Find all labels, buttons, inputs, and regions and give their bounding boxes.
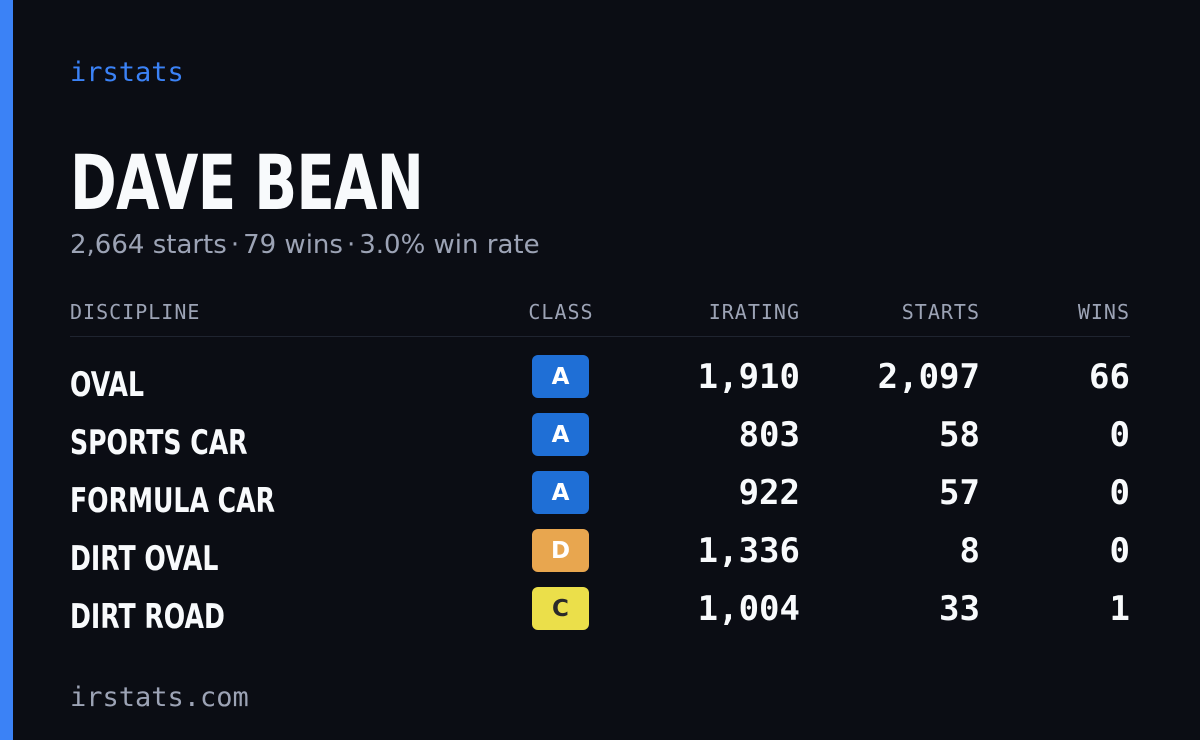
class-badge: C (532, 587, 589, 630)
win-rate: 3.0% win rate (359, 230, 540, 260)
column-header-wins: WINS (1077, 300, 1130, 324)
driver-name: DAVE BEAN (70, 138, 424, 227)
discipline-name: OVAL (70, 365, 144, 405)
total-wins: 79 wins (243, 230, 343, 260)
wins-value: 0 (1109, 531, 1130, 571)
total-starts: 2,664 starts (70, 230, 227, 260)
table-body: OVAL A 1,910 2,097 66 SPORTS CAR A 803 5… (70, 351, 1130, 641)
discipline-name: FORMULA CAR (70, 481, 275, 521)
starts-value: 58 (939, 415, 980, 455)
footer-url: irstats.com (70, 682, 249, 713)
brand-logo-text: irstats (70, 57, 184, 88)
table-row: DIRT ROAD C 1,004 33 1 (70, 583, 1130, 641)
starts-value: 57 (939, 473, 980, 513)
irating-value: 1,910 (697, 357, 800, 397)
discipline-name: DIRT OVAL (70, 539, 219, 579)
accent-bar (0, 0, 13, 740)
table-row: OVAL A 1,910 2,097 66 (70, 351, 1130, 409)
column-header-discipline: DISCIPLINE (70, 300, 201, 324)
driver-summary: 2,664 starts · 79 wins · 3.0% win rate (70, 228, 540, 262)
discipline-name: DIRT ROAD (70, 597, 225, 637)
irating-value: 922 (738, 473, 800, 513)
separator: · (230, 230, 240, 260)
table-row: SPORTS CAR A 803 58 0 (70, 409, 1130, 467)
wins-value: 0 (1109, 415, 1130, 455)
discipline-name: SPORTS CAR (70, 423, 248, 463)
wins-value: 0 (1109, 473, 1130, 513)
irating-value: 1,004 (697, 589, 800, 629)
column-header-starts: STARTS (901, 300, 980, 324)
starts-value: 2,097 (877, 357, 980, 397)
column-header-irating: IRATING (708, 300, 800, 324)
irating-value: 803 (738, 415, 800, 455)
table-header: DISCIPLINE CLASS IRATING STARTS WINS (70, 296, 1130, 337)
separator: · (346, 230, 356, 260)
column-header-class: CLASS (528, 300, 594, 324)
starts-value: 33 (939, 589, 980, 629)
stats-table: DISCIPLINE CLASS IRATING STARTS WINS OVA… (70, 296, 1130, 641)
table-row: FORMULA CAR A 922 57 0 (70, 467, 1130, 525)
class-badge: A (532, 471, 589, 514)
class-badge: D (532, 529, 589, 572)
table-row: DIRT OVAL D 1,336 8 0 (70, 525, 1130, 583)
irating-value: 1,336 (697, 531, 800, 571)
wins-value: 1 (1109, 589, 1130, 629)
class-badge: A (532, 355, 589, 398)
wins-value: 66 (1089, 357, 1130, 397)
class-badge: A (532, 413, 589, 456)
starts-value: 8 (959, 531, 980, 571)
